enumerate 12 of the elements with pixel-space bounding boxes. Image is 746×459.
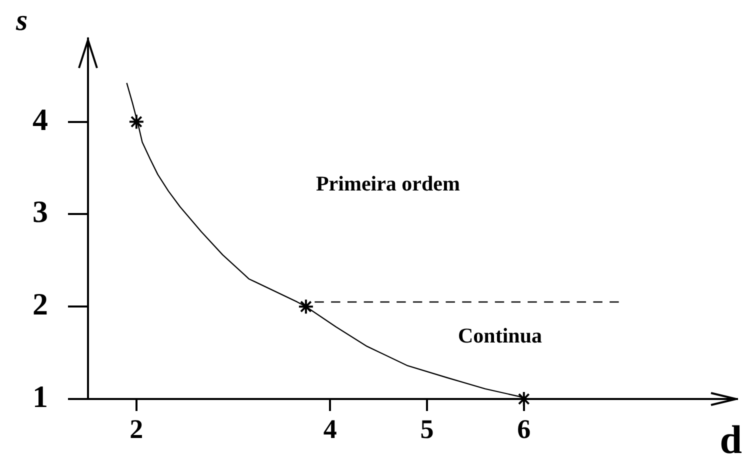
y-tick-label: 1 bbox=[32, 379, 48, 414]
x-tick-label: 2 bbox=[130, 414, 144, 444]
annotation: Continua bbox=[458, 323, 543, 348]
y-tick-label: 3 bbox=[32, 194, 48, 230]
x-tick-label: 6 bbox=[517, 414, 531, 444]
y-tick-label: 4 bbox=[32, 102, 48, 137]
x-tick-label: 4 bbox=[323, 414, 337, 444]
y-axis-title: s bbox=[15, 4, 28, 37]
y-tick-label: 2 bbox=[32, 286, 48, 322]
x-tick-label: 5 bbox=[420, 414, 434, 444]
x-axis-title: d bbox=[720, 417, 742, 459]
annotation: Primeira ordem bbox=[316, 171, 461, 196]
